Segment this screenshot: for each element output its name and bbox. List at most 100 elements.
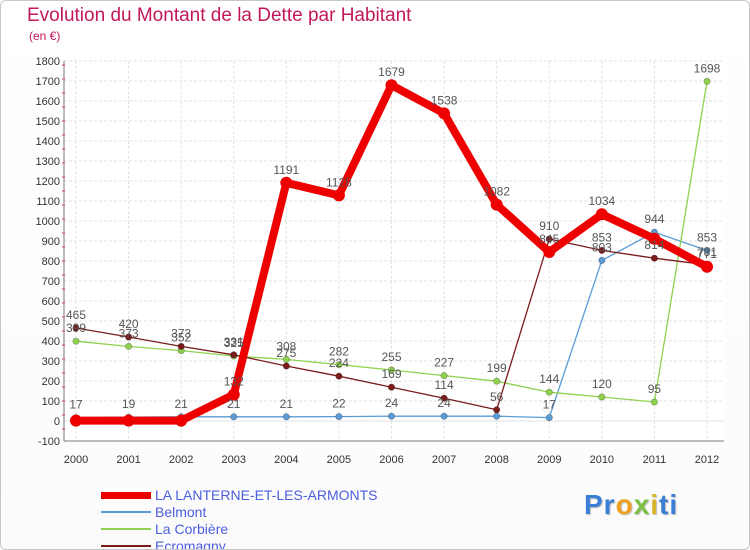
series-point-2 — [335, 361, 343, 369]
data-label: 331 — [224, 335, 244, 349]
x-tick-label: 2012 — [695, 454, 719, 466]
y-tick-label: 1300 — [36, 156, 60, 168]
data-label: 1698 — [694, 61, 721, 75]
data-label: 771 — [697, 247, 717, 261]
legend-swatch — [101, 545, 151, 547]
series-point-1 — [335, 413, 343, 421]
series-point-1 — [440, 412, 448, 420]
x-tick-label: 2007 — [432, 454, 456, 466]
data-label: 853 — [697, 230, 717, 244]
x-tick-label: 2002 — [169, 454, 193, 466]
series-point-0 — [122, 414, 135, 427]
data-label: 22 — [332, 397, 346, 411]
data-label: 114 — [435, 378, 454, 392]
series-point-1 — [230, 413, 238, 421]
axes: -100 0 100 200 300 400 500 600 700 800 900 1000 1100… — [36, 56, 724, 466]
data-label: 21 — [174, 397, 188, 411]
data-label: 814 — [644, 238, 664, 252]
series-point-2 — [440, 372, 448, 380]
y-tick-label: 100 — [42, 396, 60, 408]
data-label: 17 — [543, 398, 557, 412]
data-label: 95 — [648, 382, 662, 396]
data-label: 1679 — [378, 65, 405, 79]
legend-swatch — [101, 491, 151, 499]
y-tick-label: 1200 — [36, 176, 60, 188]
data-label: 465 — [66, 308, 86, 322]
y-tick-label: 600 — [42, 296, 60, 308]
proxiti-logo: Proxiti — [584, 489, 678, 521]
data-label: 56 — [490, 390, 504, 404]
series-point-1 — [598, 256, 606, 264]
data-label: 275 — [276, 346, 296, 360]
data-label: 24 — [437, 396, 451, 410]
legend-label: La Corbière — [155, 521, 229, 537]
data-label: 282 — [329, 345, 349, 359]
legend-swatch — [101, 511, 151, 513]
series-point-2 — [72, 337, 80, 345]
y-tick-label: 800 — [42, 256, 60, 268]
data-label: 1082 — [483, 185, 510, 199]
series-point-0 — [227, 388, 240, 401]
series-point-0 — [70, 414, 82, 427]
logo-letter: x — [633, 489, 651, 520]
series-point-0 — [595, 208, 608, 221]
data-label: 944 — [644, 212, 664, 226]
logo-letter: ti — [659, 489, 679, 520]
plot-area — [64, 61, 724, 441]
data-label: 24 — [385, 396, 399, 410]
series-point-0 — [438, 107, 451, 120]
data-label: 373 — [171, 326, 191, 340]
x-tick-label: 2000 — [64, 454, 88, 466]
legend-label: Ecromagny — [155, 538, 226, 550]
series-point-1 — [545, 414, 553, 422]
y-tick-label: 1400 — [36, 136, 60, 148]
data-label: 17 — [69, 398, 83, 412]
data-label: 373 — [119, 326, 139, 340]
y-tick-label: 500 — [42, 316, 60, 328]
data-label: 803 — [592, 240, 612, 254]
series-point-1 — [703, 246, 711, 254]
series-point-2 — [387, 366, 395, 374]
series-point-3 — [282, 362, 290, 370]
y-tick-label: 1500 — [36, 116, 60, 128]
y-tick-label: -100 — [38, 436, 60, 448]
data-label: 308 — [276, 339, 296, 353]
y-tick-label: 900 — [42, 236, 60, 248]
series-point-3 — [72, 324, 80, 332]
chart-title: Evolution du Montant de la Dette par Hab… — [27, 5, 412, 26]
logo-letter: Pr — [584, 489, 616, 520]
series-point-3 — [387, 383, 395, 391]
data-label: 19 — [122, 397, 136, 411]
series-point-0 — [332, 189, 345, 202]
series-point-2 — [650, 398, 658, 406]
data-label: 781 — [697, 245, 717, 259]
data-label: 853 — [592, 230, 612, 244]
data-label: 199 — [487, 361, 507, 375]
series-lines — [70, 77, 713, 427]
data-label: 910 — [539, 219, 559, 233]
x-tick-label: 2004 — [274, 454, 298, 466]
data-label: 399 — [66, 321, 86, 335]
data-label: 1128 — [326, 175, 352, 189]
series-point-3 — [125, 333, 133, 341]
series-point-2 — [598, 393, 606, 401]
legend-label: LA LANTERNE-ET-LES-ARMONTS — [155, 487, 378, 503]
series-point-0 — [385, 79, 398, 92]
series-point-0 — [543, 246, 556, 258]
y-tick-label: 1700 — [36, 76, 60, 88]
grid — [64, 60, 724, 442]
data-label: 352 — [171, 331, 191, 345]
series-point-1 — [387, 412, 395, 420]
series-point-3 — [440, 394, 448, 402]
data-label: 169 — [381, 367, 401, 381]
series-point-0 — [648, 232, 661, 245]
data-label: 1538 — [431, 93, 458, 107]
series-point-0 — [701, 260, 713, 273]
y-tick-label: 1600 — [36, 96, 60, 108]
data-label: 21 — [227, 397, 241, 411]
series-point-1 — [493, 412, 501, 420]
series-point-0 — [175, 414, 188, 427]
data-label: 21 — [280, 397, 294, 411]
x-tick-label: 2008 — [484, 454, 508, 466]
